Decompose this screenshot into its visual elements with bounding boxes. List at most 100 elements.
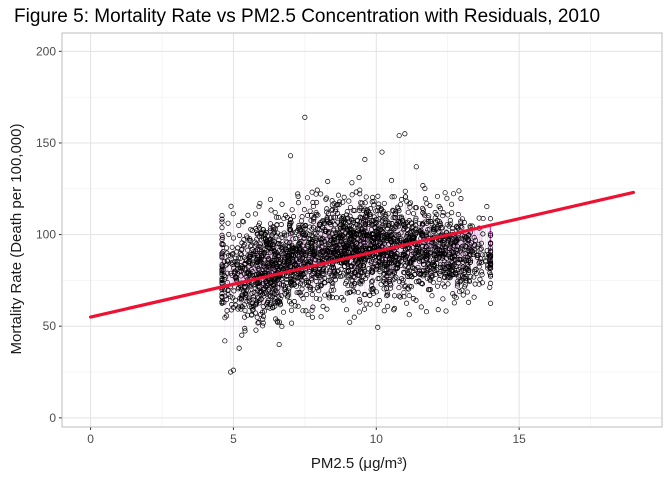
data-point [397,202,404,208]
data-point [257,200,263,206]
data-point [466,299,472,305]
data-point [367,211,373,217]
data-point [322,292,328,298]
data-point [429,293,435,299]
data-point [311,251,317,257]
data-point [307,250,314,257]
data-point [344,240,350,246]
data-point [408,257,414,264]
data-point [247,284,254,290]
data-point [387,235,393,242]
data-point [343,245,349,251]
data-point [358,281,364,287]
data-point [254,314,260,320]
data-point [277,242,283,248]
data-point [342,263,348,270]
data-point [389,257,395,263]
data-point [336,199,343,205]
data-point [423,252,429,258]
data-point [447,275,453,281]
data-point [219,219,225,225]
data-point [297,249,303,255]
data-point [240,219,246,225]
data-point [271,239,277,245]
data-point [462,282,468,288]
data-point [292,235,299,242]
data-point [336,202,342,208]
data-point [323,196,329,202]
data-point [416,258,423,264]
data-point [340,219,346,225]
data-point [261,249,268,256]
data-point [289,244,295,250]
data-point [313,274,319,280]
data-point [459,268,465,274]
data-point [454,224,460,230]
data-point [369,285,376,292]
data-point [229,259,236,265]
data-point [330,265,336,271]
data-point [453,236,459,242]
data-point [228,203,234,209]
data-point [318,219,324,225]
data-point [413,217,419,223]
data-point [405,273,411,279]
data-point [295,191,301,197]
data-point [363,236,369,242]
data-point [324,249,331,255]
data-point [361,230,367,236]
data-point [226,231,232,237]
data-point [219,213,225,219]
data-point [281,282,287,288]
data-point [419,258,425,264]
data-point [279,323,285,330]
data-point [299,255,305,261]
data-point [305,279,311,285]
data-point [363,301,369,307]
data-point [482,252,488,258]
data-point [261,264,267,270]
data-point [488,232,494,239]
data-point [224,245,230,251]
data-point [248,267,254,273]
data-point [389,221,395,227]
data-point [420,243,426,249]
data-point [476,260,482,266]
data-point [278,282,285,288]
data-point [451,293,457,299]
data-point [408,251,414,258]
data-point [415,264,421,271]
data-point [390,207,396,213]
data-point [407,229,413,235]
data-point [315,240,321,246]
data-point [450,291,456,297]
data-point [302,226,308,232]
data-point [378,206,384,212]
data-point [274,222,280,228]
data-point [280,309,287,315]
data-point [338,252,344,259]
data-point [389,194,395,200]
data-point [350,287,356,293]
data-point [488,240,494,246]
data-point [371,239,377,245]
data-point [410,211,417,217]
data-point [361,243,367,249]
data-point [320,268,326,274]
data-point [430,259,437,266]
data-point [391,305,398,312]
data-point [333,206,339,213]
data-point [350,261,356,267]
data-point [437,205,444,212]
data-point [383,285,389,291]
data-point [310,286,316,292]
data-point [248,237,254,244]
data-point [331,214,337,220]
data-point [299,277,305,283]
data-point [388,229,394,235]
data-point [375,324,381,330]
data-point [295,193,301,199]
data-point [488,231,494,237]
data-point [375,234,381,240]
